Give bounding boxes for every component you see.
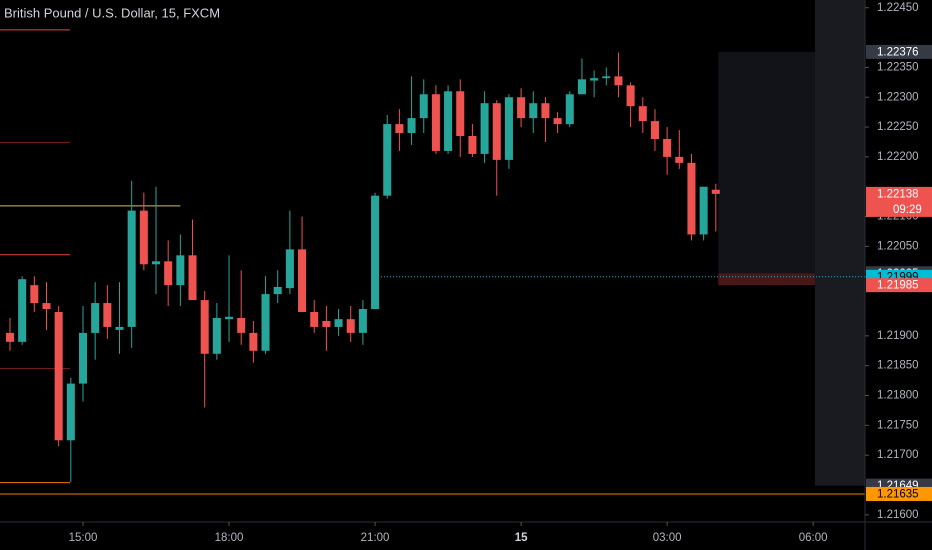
candle-body (590, 78, 599, 81)
price-label-box (866, 44, 932, 59)
candle-body (480, 103, 489, 154)
candle-body (151, 261, 161, 265)
candle-body (115, 326, 124, 330)
candle-body (212, 317, 221, 354)
candle-body (650, 121, 659, 140)
chart-title: British Pound / U.S. Dollar, 15, FXCM (4, 5, 220, 20)
candle-body (298, 249, 307, 313)
y-tick-label: 1.22300 (877, 91, 919, 103)
candle-body (54, 312, 63, 441)
candle-body (395, 124, 404, 134)
y-tick-label: 1.21700 (877, 449, 919, 461)
price-label: 1.21985 (877, 280, 919, 292)
candle-body (565, 94, 574, 125)
x-tick-label: 06:00 (799, 532, 828, 544)
candle-body (127, 210, 136, 327)
x-tick-label: 03:00 (653, 532, 682, 544)
candle-body (675, 156, 684, 163)
candle-body (200, 300, 209, 354)
candle-body (431, 94, 440, 151)
candle-body (711, 189, 720, 194)
x-tick-label: 15 (515, 532, 528, 544)
price-label: 1.21635 (877, 488, 919, 500)
candle-body (30, 285, 39, 304)
candle-body (492, 103, 501, 160)
y-tick-label: 1.21750 (877, 419, 919, 431)
candle-body (602, 76, 611, 79)
y-tick-label: 1.22200 (877, 151, 919, 163)
y-tick-label: 1.21600 (877, 509, 919, 521)
price-label-box (866, 278, 932, 293)
candle-body (346, 319, 355, 333)
candle-body (541, 103, 550, 119)
countdown-label: 09:29 (893, 204, 922, 216)
candle-body (419, 94, 428, 119)
price-label: 1.22376 (877, 46, 919, 58)
candle-body (407, 118, 416, 134)
candle-body (310, 312, 319, 327)
candle-body (517, 97, 526, 119)
x-tick-label: 15:00 (69, 532, 98, 544)
candle-body (285, 249, 294, 289)
candle-body (383, 124, 392, 196)
y-tick-label: 1.21850 (877, 360, 919, 372)
x-tick-label: 18:00 (215, 532, 244, 544)
price-label-box (866, 186, 932, 217)
price-label-box (866, 486, 932, 501)
candle-body (699, 186, 708, 235)
candle-body (553, 118, 562, 125)
y-tick-label: 1.21900 (877, 330, 919, 342)
candle-body (529, 103, 538, 119)
zone (814, 0, 865, 486)
x-tick-label: 21:00 (361, 532, 390, 544)
candle-body (66, 383, 75, 441)
candle-body (18, 279, 27, 342)
candle-body (663, 139, 672, 157)
candle-body (139, 210, 148, 265)
candle-body (444, 91, 453, 151)
candle-body (504, 97, 513, 160)
zone (718, 51, 815, 274)
zone (718, 273, 815, 286)
candle-body (103, 303, 112, 327)
candle-body (249, 332, 258, 351)
candle-body (626, 85, 635, 107)
candle-body (188, 255, 197, 301)
candle-body (322, 320, 331, 327)
y-tick-label: 1.22450 (877, 2, 919, 14)
y-tick-label: 1.22050 (877, 240, 919, 252)
candle-body (225, 316, 234, 320)
candle-body (456, 91, 465, 137)
candle-body (5, 332, 14, 342)
candle-body (371, 195, 380, 310)
candle-body (358, 309, 367, 333)
candle-body (334, 319, 343, 327)
candle-body (468, 136, 477, 154)
price-label: 1.22138 (877, 188, 919, 200)
y-tick-label: 1.21800 (877, 390, 919, 402)
candle-body (164, 261, 173, 286)
candle-body (273, 286, 282, 295)
candle-body (78, 332, 88, 384)
candle-body (638, 106, 647, 122)
candle-body (577, 79, 586, 95)
y-tick-label: 1.22250 (877, 121, 919, 133)
candle-body (261, 294, 270, 351)
candle-body (614, 76, 623, 86)
candle-body (687, 162, 696, 235)
candle-body (91, 303, 100, 333)
candle-body (237, 317, 246, 333)
candle-body (176, 255, 185, 286)
candle-body (42, 303, 51, 310)
y-tick-label: 1.22350 (877, 61, 919, 73)
